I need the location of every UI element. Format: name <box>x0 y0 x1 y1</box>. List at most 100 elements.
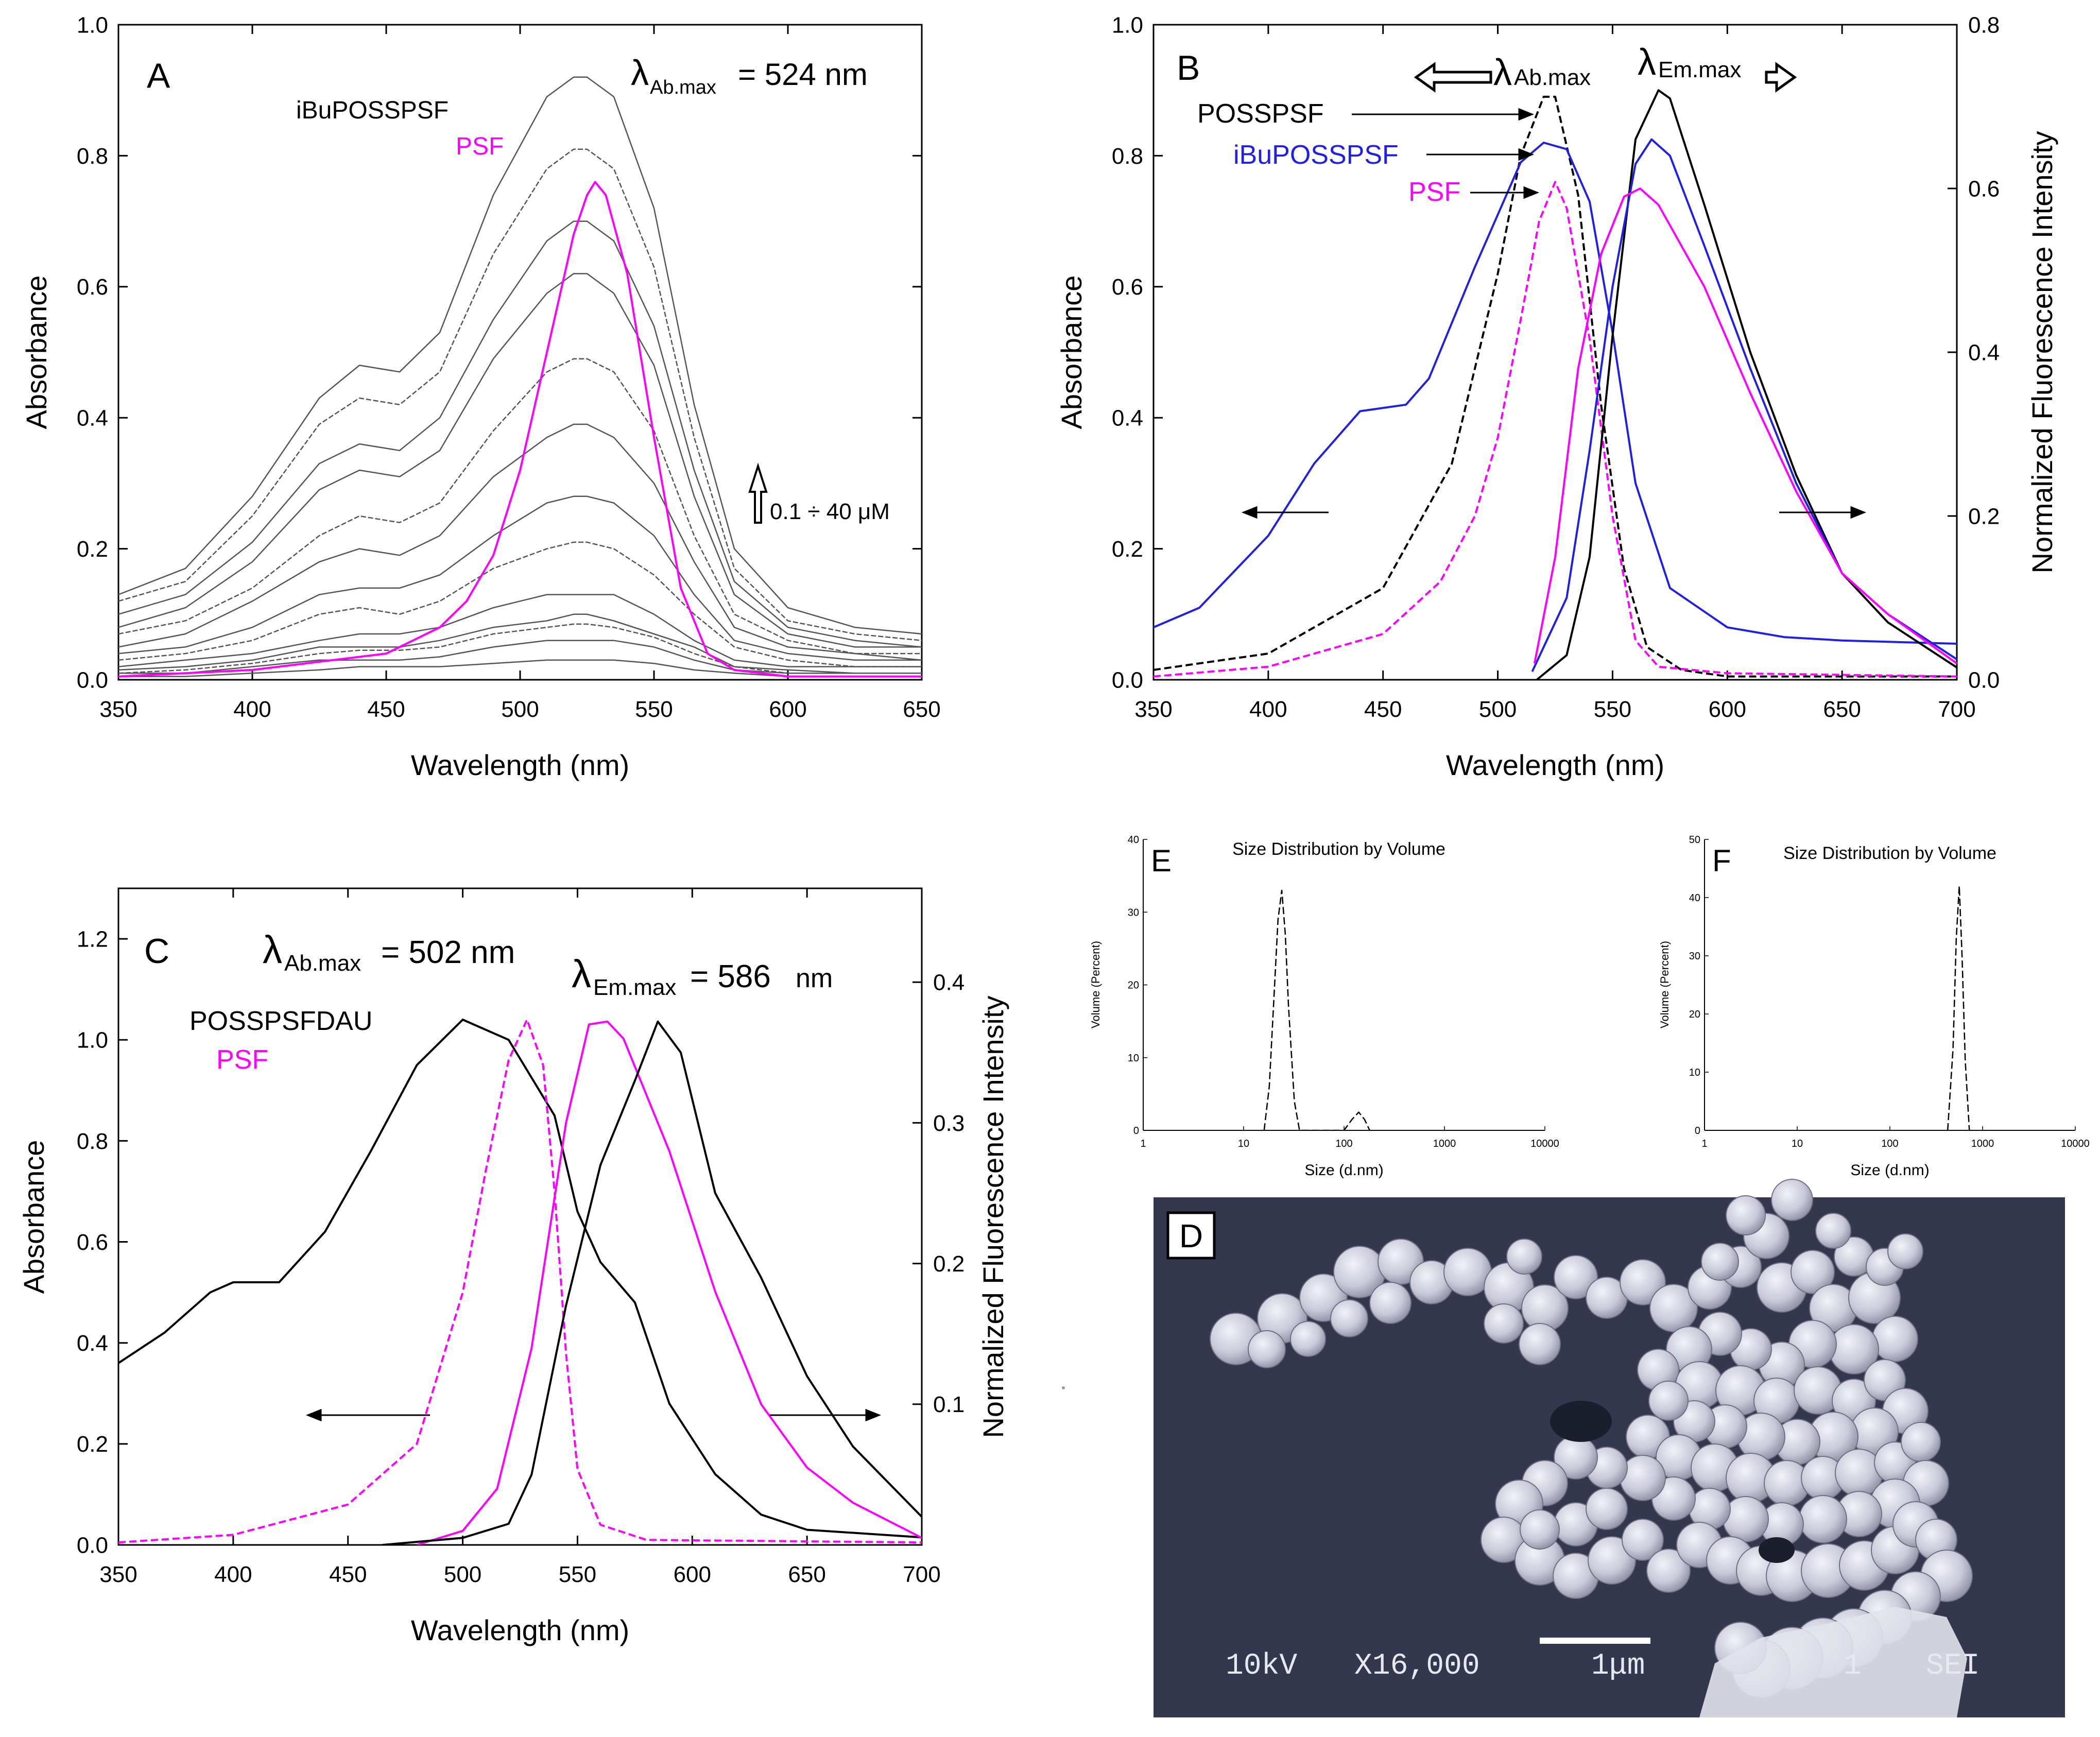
sem-particle <box>1701 1243 1739 1281</box>
panel-b-xlabel: Wavelength (nm) <box>1446 749 1664 781</box>
sem-particle <box>1646 1549 1691 1593</box>
series-line-0 <box>118 1019 922 1539</box>
sem-particle <box>1248 1330 1286 1368</box>
panel-b-lambda-em-symbol: λ <box>1638 42 1656 83</box>
y-tick-label: 1.0 <box>1112 12 1143 38</box>
x-tick-label: 1000 <box>1971 1138 1994 1149</box>
panel-c-ylabel: Absorbance <box>18 1140 50 1294</box>
sem-particle <box>1622 1519 1664 1561</box>
x-tick-label: 400 <box>1249 697 1287 722</box>
x-tick-label: 650 <box>788 1562 825 1587</box>
panel-a-ylabel: Absorbance <box>20 276 53 429</box>
panel-a-lambda-symbol: λ <box>631 53 649 93</box>
panel-f: 1 10 100 1000 10000 0 10 20 30 40 50 F Size Distri… <box>1658 834 2090 1179</box>
sem-particle <box>1771 1179 1813 1221</box>
sem-particle <box>1484 1303 1524 1344</box>
y-tick-label: 30 <box>1689 951 1700 962</box>
y-tick-label: 0.4 <box>77 406 108 431</box>
x-tick-label: 600 <box>1709 697 1746 722</box>
y-tick-label: 10 <box>1689 1067 1700 1078</box>
panel-a-legend-psf: PSF <box>456 133 504 160</box>
panel-b-lambda-em-sub: Em.max <box>1658 57 1741 82</box>
sem-particle <box>1799 1495 1847 1543</box>
y-tick-label: 40 <box>1128 834 1139 846</box>
series-line-0 <box>1154 95 1957 678</box>
series-line-12 <box>118 659 922 677</box>
panel-a-up-arrow-icon <box>748 462 768 524</box>
panel-a: 350 400 450 500 550 600 6500.00.20.40.60.81.0 … <box>20 12 941 781</box>
x-tick-label: 450 <box>329 1562 367 1587</box>
panel-c-lambda-em-unit: nm <box>796 964 833 993</box>
series-line-3 <box>382 1020 922 1545</box>
series-line-6 <box>118 495 922 661</box>
x-tick-label: 450 <box>1364 697 1402 722</box>
panel-a-series <box>118 76 922 678</box>
y-tick-label: 1.2 <box>77 926 108 952</box>
panel-b-letter: B <box>1177 48 1200 88</box>
panel-b-ylabel: Absorbance <box>1055 276 1088 429</box>
y-tick-label: 0.4 <box>1112 406 1143 431</box>
x-tick-label: 550 <box>559 1562 596 1587</box>
panel-c-lambda-em-sub: Em.max <box>593 975 676 1000</box>
sem-particle <box>1519 1323 1561 1365</box>
y-tick-label: 0.2 <box>1112 537 1143 562</box>
panel-e-series <box>1263 889 1370 1130</box>
panel-c-y2label: Normalized Fluorescence Intensity <box>977 995 1009 1438</box>
panel-b-label-posspsf: POSSPSF <box>1197 99 1324 129</box>
panel-f-title: Size Distribution by Volume <box>1783 844 1996 863</box>
series-line-0 <box>118 76 922 635</box>
x-tick-label: 400 <box>233 697 271 722</box>
y2-tick-label: 0.2 <box>1968 504 2000 529</box>
series-line-3 <box>118 273 922 648</box>
panel-c-legend-psf: PSF <box>216 1045 268 1075</box>
x-tick-label: 600 <box>769 697 806 722</box>
x-tick-label: 700 <box>1938 697 1975 722</box>
sem-bright-aggregate <box>1699 1607 1967 1717</box>
y-tick-label: 10 <box>1128 1053 1139 1064</box>
series-line-4 <box>118 358 922 655</box>
series-line-13 <box>118 181 922 678</box>
sem-particle <box>1726 1195 1766 1235</box>
series-line-1 <box>1154 142 1957 645</box>
x-tick-label: 100 <box>1335 1138 1352 1149</box>
y2-tick-label: 0.3 <box>933 1111 965 1136</box>
y2-tick-label: 0.4 <box>933 970 965 995</box>
x-tick-label: 600 <box>674 1562 711 1587</box>
y-tick-label: 20 <box>1128 980 1139 991</box>
sem-scale-label: 1μm <box>1591 1649 1645 1683</box>
panel-c-xlabel: Wavelength (nm) <box>411 1614 629 1646</box>
panel-b: 350 400 450 500 550 600 650 700 0.0 0.2 0.4 0.6 0.8 1… <box>1055 12 2058 781</box>
x-tick-label: 10000 <box>1530 1138 1559 1149</box>
sem-particle <box>1791 1250 1835 1294</box>
panel-c-letter: C <box>144 932 169 971</box>
panel-f-xlabel: Size (d.nm) <box>1850 1162 1929 1179</box>
panel-b-right-arrow-icon <box>1765 62 1797 93</box>
y-tick-label: 0 <box>1695 1125 1700 1137</box>
panel-b-label-psf: PSF <box>1408 177 1460 207</box>
sem-particle <box>1901 1422 1941 1462</box>
y-tick-label: 0.6 <box>1112 274 1143 300</box>
series-line-1 <box>118 148 922 641</box>
panel-a-ticks: 350 400 450 500 550 600 650 0.0 0.2 0.4 0.6 0.8 1.0 <box>77 12 941 722</box>
panel-b-pointer-ibuposspsf <box>1426 148 1535 161</box>
y-tick-label: 0.2 <box>77 1432 108 1457</box>
panel-b-lambda-ab-symbol: λ <box>1493 52 1512 93</box>
stray-dot <box>1062 1386 1065 1389</box>
y-tick-label: 0.0 <box>1112 667 1143 693</box>
series-line-7 <box>118 541 922 667</box>
sem-dark-gap <box>1759 1537 1795 1563</box>
sem-magnification: X16,000 <box>1354 1649 1480 1683</box>
x-tick-label: 350 <box>1134 697 1172 722</box>
panel-b-label-ibuposspsf: iBuPOSSPSF <box>1233 140 1399 170</box>
x-tick-label: 10 <box>1238 1138 1249 1149</box>
series-line-8 <box>118 594 922 667</box>
panel-c-axis-arrow-right <box>770 1408 882 1422</box>
panel-b-y2label: Normalized Fluorescence Intensity <box>2026 131 2058 573</box>
y-tick-label: 0.6 <box>77 274 108 300</box>
sem-scale-bar <box>1540 1638 1650 1644</box>
series-line-11 <box>118 640 922 674</box>
panel-a-concentration-label: 0.1 ÷ 40 μM <box>770 499 890 524</box>
y2-tick-label: 0.2 <box>933 1251 965 1277</box>
panel-e-letter: E <box>1151 844 1172 878</box>
panel-b-axis-arrow-right <box>1779 506 1867 519</box>
